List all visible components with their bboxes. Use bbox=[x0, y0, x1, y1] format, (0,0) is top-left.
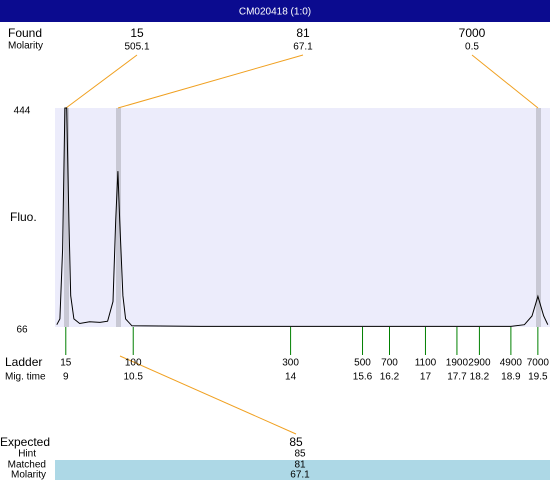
ladder-size: 4900 bbox=[500, 358, 523, 369]
found-label: Found bbox=[8, 26, 42, 40]
matched-label: Matched bbox=[8, 460, 46, 471]
title: CM020418 (1:0) bbox=[239, 7, 311, 18]
ladder-time: 17.7 bbox=[447, 372, 467, 383]
mig-time-label: Mig. time bbox=[5, 372, 46, 383]
matched-band bbox=[55, 460, 550, 480]
y-tick-label: 66 bbox=[16, 325, 28, 336]
trace bbox=[56, 107, 549, 327]
expected-connector bbox=[119, 355, 297, 435]
ladder-size: 2900 bbox=[468, 358, 491, 369]
found-size: 7000 bbox=[459, 26, 486, 40]
matched-value: 81 bbox=[294, 460, 306, 471]
expected-value: 85 bbox=[289, 435, 303, 449]
ladder-time: 16.2 bbox=[380, 372, 400, 383]
ladder-time: 18.9 bbox=[501, 372, 521, 383]
plot-area bbox=[55, 108, 550, 327]
ladder-size: 300 bbox=[282, 358, 299, 369]
found-molarity: 67.1 bbox=[293, 42, 313, 53]
ladder-time: 17 bbox=[420, 372, 432, 383]
ladder-time: 18.2 bbox=[470, 372, 490, 383]
peak-band bbox=[536, 108, 541, 327]
found-connector bbox=[471, 54, 539, 109]
found-connector bbox=[65, 54, 138, 109]
hint-value: 85 bbox=[294, 449, 306, 460]
ladder-size: 1100 bbox=[415, 358, 437, 369]
ladder-time: 19.5 bbox=[528, 372, 548, 383]
ladder-size: 100 bbox=[125, 358, 142, 369]
ladder-size: 7000 bbox=[527, 358, 550, 369]
hint-label: Hint bbox=[18, 449, 36, 460]
ladder-size: 1900 bbox=[446, 358, 469, 369]
found-molarity: 0.5 bbox=[465, 42, 479, 53]
title-bar bbox=[0, 0, 550, 22]
found-size: 15 bbox=[130, 26, 144, 40]
y-axis-label: Fluo. bbox=[10, 210, 37, 224]
matched-molarity: 67.1 bbox=[290, 470, 310, 480]
molarity-label: Molarity bbox=[8, 41, 43, 52]
peak-band bbox=[64, 108, 69, 327]
ladder-size: 15 bbox=[60, 358, 72, 369]
ladder-time: 14 bbox=[285, 372, 297, 383]
found-molarity: 505.1 bbox=[124, 42, 149, 53]
found-connector bbox=[117, 54, 304, 109]
ladder-time: 10.5 bbox=[123, 372, 143, 383]
expected-label: Expected bbox=[0, 435, 50, 449]
y-tick-label: 444 bbox=[14, 106, 31, 117]
ladder-time: 15.6 bbox=[353, 372, 373, 383]
found-size: 81 bbox=[296, 26, 310, 40]
ladder-size: 700 bbox=[381, 358, 398, 369]
molarity-label: Molarity bbox=[11, 470, 46, 480]
ladder-time: 9 bbox=[63, 372, 69, 383]
ladder-size: 500 bbox=[354, 358, 371, 369]
ladder-label: Ladder bbox=[5, 355, 42, 369]
peak-band bbox=[116, 108, 121, 327]
